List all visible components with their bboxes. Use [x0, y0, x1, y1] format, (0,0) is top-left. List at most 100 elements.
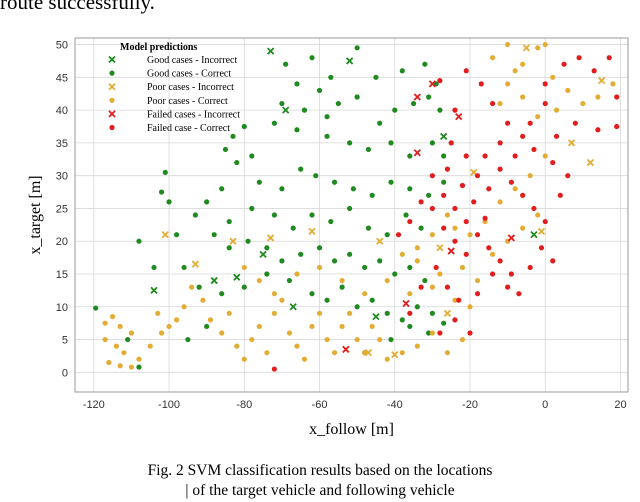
- y-tick-label: 25: [56, 203, 68, 215]
- data-point: [289, 303, 297, 311]
- data-point: [508, 271, 514, 277]
- data-point: [342, 345, 350, 354]
- data-point: [478, 81, 484, 87]
- data-point: [452, 317, 458, 323]
- data-point: [455, 113, 463, 121]
- data-point: [436, 244, 444, 252]
- data-point: [388, 179, 394, 185]
- data-point: [347, 310, 353, 316]
- data-point: [234, 159, 240, 166]
- data-point: [339, 323, 345, 330]
- data-point: [309, 212, 315, 218]
- y-tick-label: 40: [56, 105, 68, 117]
- series-1: [93, 45, 447, 370]
- data-point: [508, 179, 514, 185]
- data-point: [354, 336, 360, 343]
- y-tick-label: 45: [56, 72, 68, 84]
- data-point: [354, 45, 360, 51]
- data-point: [362, 350, 368, 356]
- data-point: [550, 159, 556, 166]
- data-point: [542, 81, 548, 87]
- data-point: [365, 146, 372, 153]
- data-point: [497, 166, 503, 172]
- data-point: [301, 107, 308, 113]
- legend-entry: Failed case - Correct: [147, 123, 230, 134]
- data-point: [535, 45, 541, 51]
- x-tick-label: 20: [614, 399, 626, 411]
- data-point: [377, 336, 383, 343]
- data-point: [414, 304, 420, 310]
- legend-entry: Good cases - Incorrect: [147, 55, 237, 66]
- data-point: [440, 132, 448, 140]
- data-point: [110, 314, 116, 320]
- data-point: [512, 153, 518, 159]
- data-point: [444, 166, 451, 172]
- data-point: [362, 291, 368, 297]
- legend-entry: Poor cases - Correct: [147, 96, 228, 107]
- data-point: [316, 310, 323, 316]
- data-point: [429, 284, 435, 290]
- data-point: [271, 120, 277, 126]
- data-point: [308, 227, 316, 236]
- data-point: [365, 225, 372, 231]
- x-tick-label: -20: [462, 399, 478, 411]
- data-point: [259, 250, 267, 258]
- data-point: [422, 277, 428, 284]
- data-point: [384, 310, 390, 316]
- data-point: [443, 309, 452, 317]
- data-point: [550, 74, 556, 80]
- data-point: [489, 271, 496, 277]
- data-point: [407, 323, 413, 330]
- data-point: [520, 61, 526, 67]
- data-point: [444, 350, 451, 356]
- data-point: [586, 158, 595, 167]
- legend-marker: [108, 83, 116, 91]
- data-point: [339, 284, 345, 290]
- data-point: [535, 212, 541, 218]
- data-point: [196, 284, 202, 290]
- data-point: [565, 87, 571, 94]
- data-point: [151, 264, 157, 271]
- data-point: [520, 225, 526, 231]
- data-point: [426, 94, 432, 100]
- data-point: [452, 205, 458, 212]
- data-point: [158, 330, 165, 336]
- data-point: [482, 215, 488, 221]
- data-point: [373, 74, 379, 80]
- data-point: [530, 231, 538, 239]
- data-point: [527, 173, 533, 179]
- data-point: [428, 80, 437, 88]
- data-point: [437, 107, 443, 113]
- data-point: [429, 140, 435, 146]
- y-tick-labels: 0 5 10 15 20 25 30 35 40 45 50: [56, 40, 68, 380]
- data-point: [181, 304, 187, 310]
- data-point: [210, 276, 218, 285]
- data-point: [294, 81, 300, 87]
- data-point: [595, 127, 601, 133]
- data-point: [316, 264, 323, 271]
- scatter-chart: -120 -100 -80 -60 -40 -20 0 20 0 5 10 15 20 25 30 35 40…: [27, 37, 629, 438]
- x-tick-labels: -120 -100 -80 -60 -40 -20 0 20: [83, 399, 627, 411]
- data-point: [614, 123, 620, 130]
- data-point: [324, 297, 330, 303]
- data-point: [369, 297, 375, 303]
- data-point: [606, 55, 612, 61]
- data-point: [316, 87, 323, 94]
- data-point: [520, 192, 526, 198]
- data-point: [309, 55, 315, 61]
- data-point: [166, 323, 172, 330]
- data-point: [313, 173, 319, 179]
- data-point: [249, 153, 255, 159]
- data-point: [192, 212, 198, 218]
- data-point: [256, 323, 262, 330]
- data-point: [426, 330, 432, 336]
- data-point: [331, 258, 338, 264]
- data-point: [102, 320, 108, 326]
- data-point: [395, 232, 402, 238]
- data-point: [572, 120, 578, 126]
- x-tick-label: -40: [387, 399, 403, 411]
- data-point: [347, 251, 353, 257]
- y-tick-label: 35: [56, 138, 68, 150]
- data-point: [384, 277, 390, 284]
- data-point: [354, 94, 360, 100]
